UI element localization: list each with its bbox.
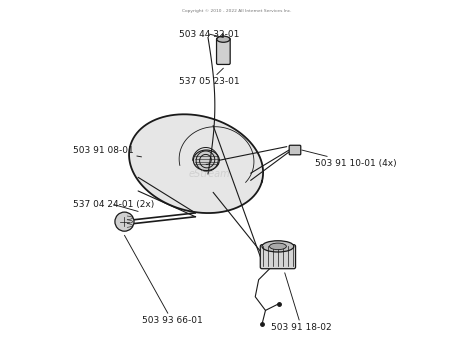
FancyBboxPatch shape: [217, 38, 230, 64]
Ellipse shape: [270, 243, 286, 250]
Text: 537 05 23-01: 537 05 23-01: [179, 68, 240, 86]
Text: Copyright © 2010 - 2022 All Internet Services Inc.: Copyright © 2010 - 2022 All Internet Ser…: [182, 9, 292, 13]
FancyBboxPatch shape: [289, 145, 301, 155]
Ellipse shape: [262, 241, 294, 252]
Text: 537 04 24-01 (2x): 537 04 24-01 (2x): [73, 200, 155, 211]
Text: 503 91 08-01: 503 91 08-01: [73, 146, 142, 157]
Ellipse shape: [217, 36, 230, 42]
Polygon shape: [129, 114, 263, 213]
Text: 503 91 18-02: 503 91 18-02: [271, 273, 332, 332]
Text: 503 44 32-01: 503 44 32-01: [179, 30, 239, 39]
Polygon shape: [193, 150, 219, 170]
Text: eStream: eStream: [189, 169, 230, 179]
Text: 503 91 10-01 (4x): 503 91 10-01 (4x): [302, 150, 397, 168]
Text: 503 93 66-01: 503 93 66-01: [125, 235, 202, 325]
Circle shape: [115, 212, 134, 231]
FancyBboxPatch shape: [260, 245, 296, 269]
